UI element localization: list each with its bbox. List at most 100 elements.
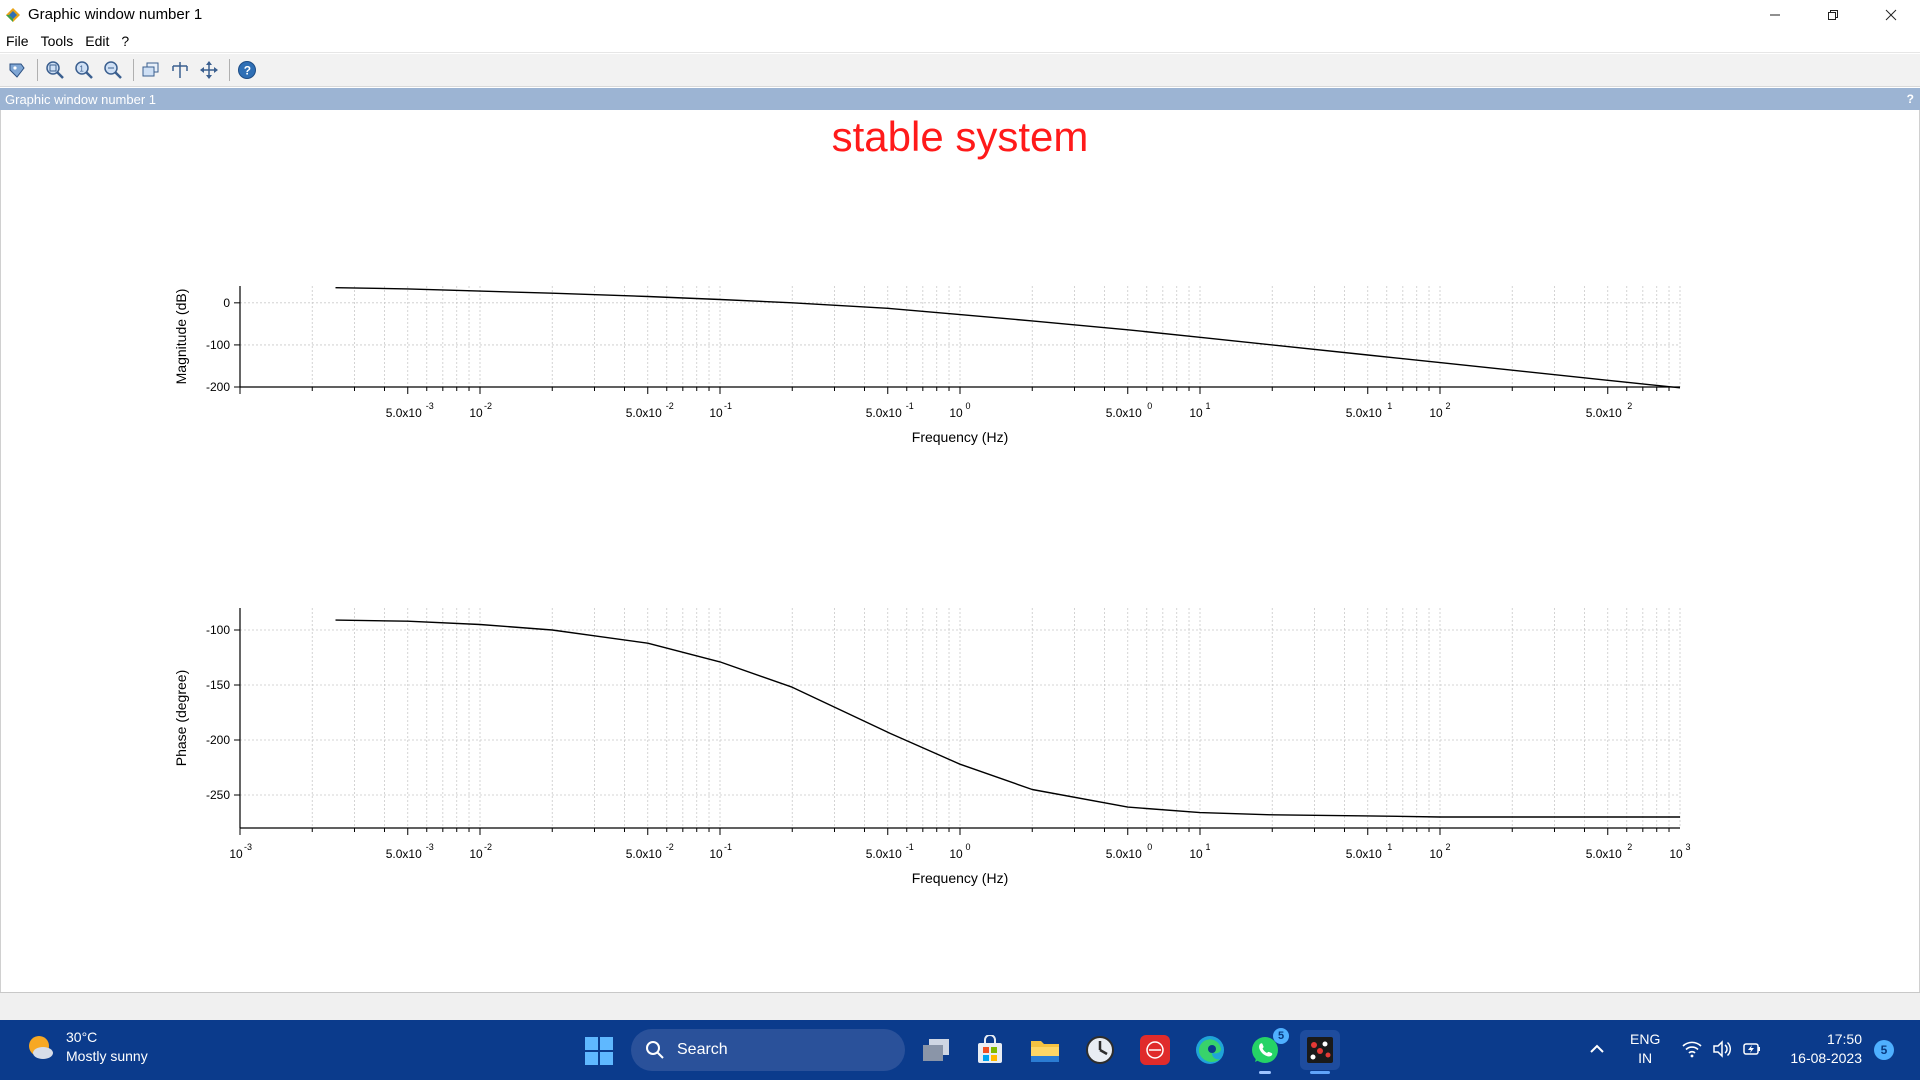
running-indicator [1259,1071,1271,1074]
move-icon [200,61,218,79]
unzoom-button[interactable]: 1 [71,57,97,83]
volume-icon [1713,1040,1732,1058]
y-tick-label: 0 [223,296,230,310]
pan-button[interactable] [167,57,193,83]
x-tick-label: 10 [1189,847,1203,861]
x-tick-label: 5.0x10 [1586,847,1622,861]
x-tick-exponent: -1 [724,842,732,852]
menu-tools[interactable]: Tools [40,32,74,49]
x-tick-exponent: -1 [724,401,732,411]
red-app-button[interactable] [1135,1030,1175,1070]
x-tick-exponent: 1 [1205,401,1210,411]
weather-widget[interactable]: 30°C Mostly sunny [24,1028,148,1066]
restore-button[interactable] [1804,0,1862,29]
rotate-button[interactable] [138,57,164,83]
x-tick-label: 5.0x10 [866,847,902,861]
window-titlebar: Graphic window number 1 [0,0,1920,29]
x-tick-label: 10 [709,847,723,861]
svg-text:1: 1 [79,64,84,73]
taskbar: 30°C Mostly sunny Search 5 EN [0,1020,1920,1080]
x-tick-exponent: -2 [666,401,674,411]
datatip-icon [9,63,25,78]
dock-help-button[interactable]: ? [1906,92,1914,106]
y-tick-label: -200 [206,733,230,747]
y-tick-label: -200 [206,380,230,394]
chevron-up-icon[interactable] [1588,1040,1606,1058]
x-tick-exponent: 3 [1685,842,1690,852]
x-tick-label: 5.0x10 [866,406,902,420]
datatip-button[interactable] [4,57,30,83]
search-label: Search [677,1041,728,1058]
x-tick-exponent: 0 [965,401,970,411]
x-tick-label: 10 [469,847,483,861]
help-icon: ? [238,61,256,79]
x-tick-label: 5.0x10 [1106,406,1142,420]
x-tick-exponent: 2 [1627,842,1632,852]
toolbar-separator [37,59,38,81]
help-button[interactable]: ? [234,57,260,83]
menu-file[interactable]: File [6,32,29,49]
menu-edit[interactable]: Edit [85,32,110,49]
edge-button[interactable] [1190,1030,1230,1070]
task-view-button[interactable] [916,1030,956,1070]
status-bar [0,992,1920,1020]
x-tick-exponent: -1 [906,842,914,852]
taskbar-search[interactable]: Search [631,1029,905,1071]
x-axis-label: Frequency (Hz) [912,429,1008,445]
y-tick-label: -100 [206,623,230,637]
file-explorer-icon [1031,1041,1059,1062]
menu-help[interactable]: ? [121,32,130,49]
x-tick-exponent: -3 [244,842,252,852]
x-tick-label: 10 [1429,847,1443,861]
x-tick-exponent: 2 [1627,401,1632,411]
y-tick-label: -150 [206,678,230,692]
x-tick-label: 10 [949,406,963,420]
x-tick-exponent: 2 [1445,842,1450,852]
windows-start-icon[interactable] [584,1036,614,1066]
x-tick-exponent: -2 [666,842,674,852]
x-tick-label: 5.0x10 [626,406,662,420]
zoom-button[interactable] [42,57,68,83]
battery-icon [1743,1043,1760,1055]
graphic-canvas[interactable] [0,110,1920,992]
x-tick-exponent: 2 [1445,401,1450,411]
x-tick-label: 5.0x10 [386,406,422,420]
zoom-fit-icon [104,61,122,79]
unzoom-icon: 1 [75,61,93,79]
x-tick-exponent: 0 [1147,842,1152,852]
close-button[interactable] [1862,0,1920,29]
x-tick-label: 5.0x10 [626,847,662,861]
x-tick-exponent: -3 [426,401,434,411]
language-indicator[interactable]: ENG IN [1630,1030,1660,1068]
y-tick-label: -100 [206,338,230,352]
store-button[interactable] [970,1030,1010,1070]
x-tick-label: 5.0x10 [386,847,422,861]
x-tick-label: 10 [229,847,243,861]
dock-header: Graphic window number 1 ? [0,88,1920,110]
minimize-icon [1770,14,1780,15]
x-tick-exponent: 0 [1147,401,1152,411]
task-view-icon [923,1039,949,1061]
whatsapp-button[interactable]: 5 [1245,1028,1289,1074]
red-app-icon [1140,1035,1170,1065]
file-explorer-button[interactable] [1025,1030,1065,1070]
language-region: IN [1638,1050,1653,1066]
move-button[interactable] [196,57,222,83]
pan-icon [172,62,188,78]
notifications-badge[interactable]: 5 [1874,1040,1894,1060]
toolbar: 1 ? [0,54,1920,87]
clock-app-button[interactable] [1080,1030,1120,1070]
edge-icon [1196,1036,1224,1064]
x-tick-label: 5.0x10 [1346,847,1382,861]
minimize-button[interactable] [1746,0,1804,29]
scilab-button[interactable] [1300,1030,1340,1074]
zoom-fit-button[interactable] [100,57,126,83]
rotate-icon [142,62,159,77]
x-tick-exponent: 1 [1205,842,1210,852]
window-title: Graphic window number 1 [28,6,203,23]
system-tray[interactable] [1682,1040,1762,1058]
x-tick-exponent: 1 [1387,401,1392,411]
clock[interactable]: 17:50 16-08-2023 [1776,1030,1862,1068]
wifi-icon [1682,1041,1702,1058]
x-tick-label: 5.0x10 [1586,406,1622,420]
